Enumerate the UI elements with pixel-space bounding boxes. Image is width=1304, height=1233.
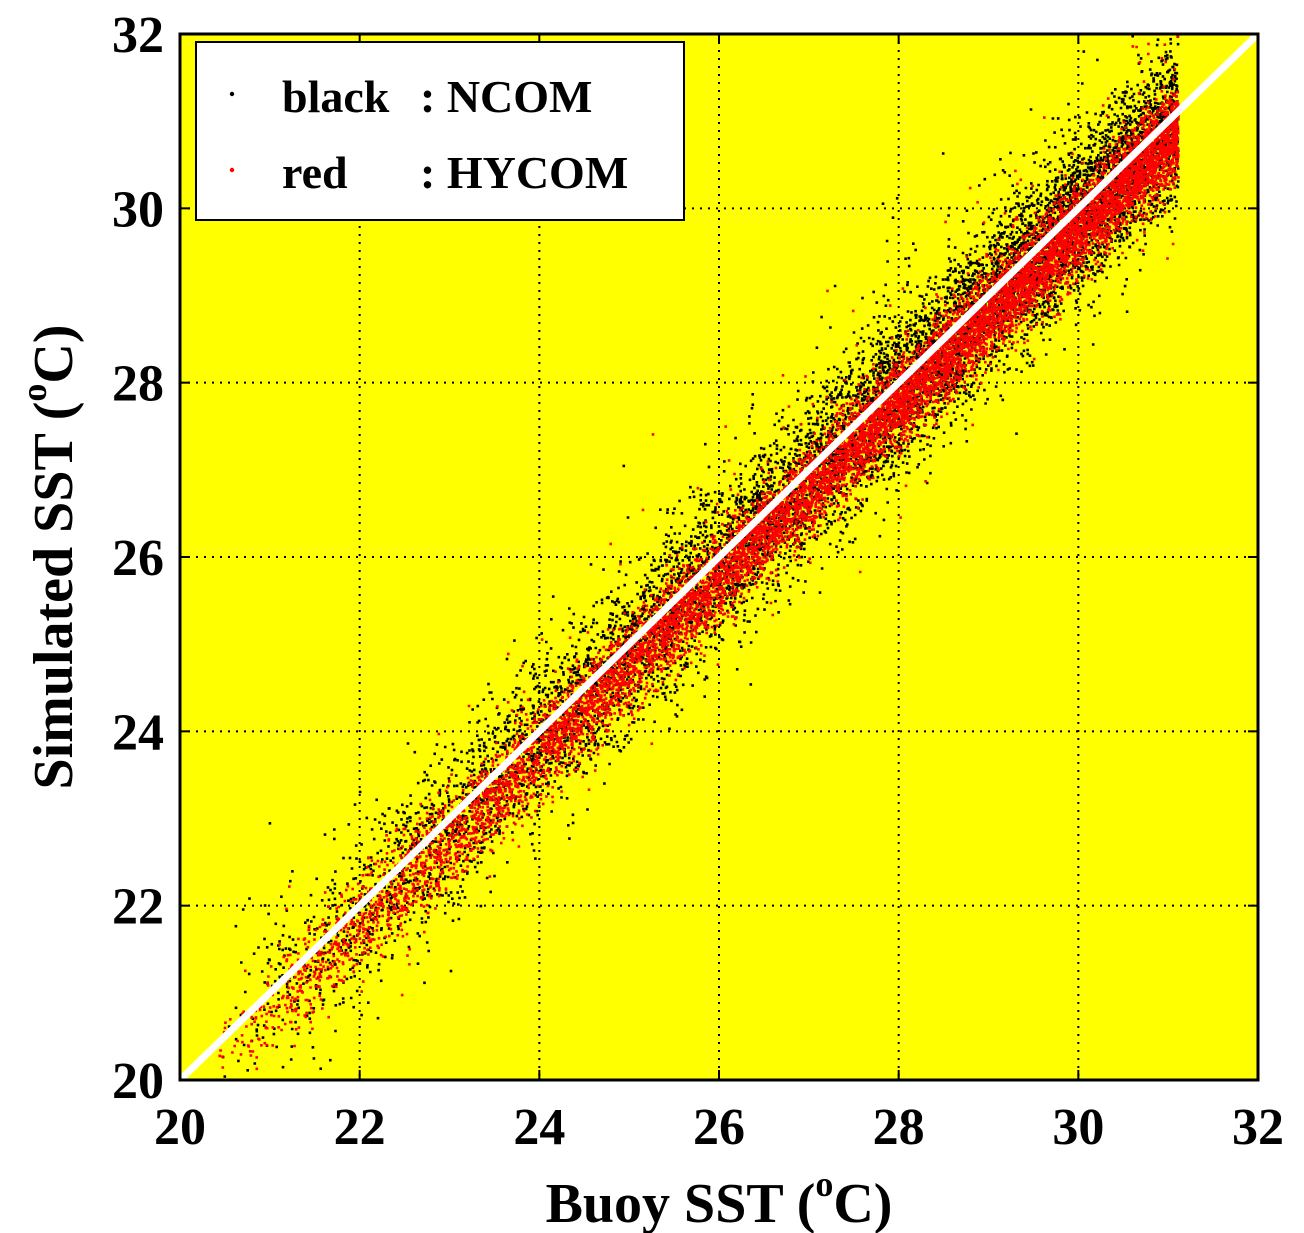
y-tick-label: 28 <box>112 356 164 413</box>
legend-marker-hycom <box>229 167 235 173</box>
legend-label-hycom: red <box>282 147 348 198</box>
series-points-hycom <box>218 35 1180 1071</box>
y-tick-label: 26 <box>112 530 164 587</box>
x-tick-label: 28 <box>873 1099 925 1156</box>
y-tick-label: 32 <box>112 7 164 64</box>
legend-sep-ncom: : NCOM <box>420 71 592 122</box>
y-axis-title: Simulated SST (oC) <box>14 324 85 789</box>
x-tick-label: 32 <box>1232 1099 1284 1156</box>
x-tick-label: 26 <box>693 1099 745 1156</box>
legend-label-ncom: black <box>282 71 390 122</box>
legend-marker-ncom <box>229 91 235 97</box>
y-tick-label: 24 <box>112 704 164 761</box>
x-tick-label: 30 <box>1052 1099 1104 1156</box>
x-axis-title: Buoy SST (oC) <box>546 1164 893 1233</box>
data-points <box>218 34 1180 1078</box>
y-tick-label: 22 <box>112 879 164 936</box>
legend-sep-hycom: : HYCOM <box>420 147 628 198</box>
x-tick-label: 24 <box>513 1099 565 1156</box>
legend: black : NCOM red : HYCOM <box>195 41 685 221</box>
y-tick-label: 30 <box>112 181 164 238</box>
one-to-one-line <box>177 31 1261 1083</box>
x-tick-label: 22 <box>334 1099 386 1156</box>
axis-ticks: 20 22 24 26 28 30 32 20 22 24 26 28 30 32 <box>112 7 1284 1156</box>
legend-box <box>195 41 685 221</box>
x-tick-label: 20 <box>154 1099 206 1156</box>
y-tick-label: 20 <box>112 1053 164 1110</box>
